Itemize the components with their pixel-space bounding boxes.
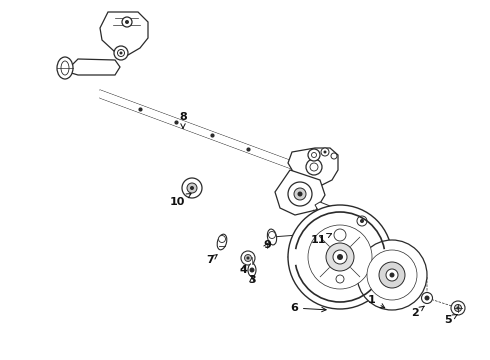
Text: 3: 3 [248, 275, 256, 285]
Circle shape [337, 254, 343, 260]
Circle shape [190, 186, 194, 190]
Bar [332, 252, 348, 262]
Circle shape [241, 251, 255, 265]
Text: 1: 1 [368, 295, 385, 308]
Circle shape [308, 149, 320, 161]
Text: 5: 5 [444, 314, 457, 325]
Ellipse shape [57, 57, 73, 79]
Ellipse shape [268, 229, 277, 245]
Polygon shape [315, 202, 362, 224]
Circle shape [457, 306, 460, 310]
Circle shape [114, 46, 128, 60]
Text: 9: 9 [263, 240, 271, 250]
Circle shape [455, 305, 462, 311]
Circle shape [187, 183, 197, 193]
Ellipse shape [61, 61, 69, 75]
Ellipse shape [248, 264, 256, 276]
Circle shape [331, 153, 337, 159]
Circle shape [357, 240, 427, 310]
Circle shape [321, 148, 329, 156]
Circle shape [125, 20, 129, 24]
Text: 2: 2 [411, 306, 424, 318]
Text: 11: 11 [310, 234, 332, 245]
Polygon shape [100, 90, 300, 172]
Circle shape [312, 153, 317, 158]
Circle shape [421, 292, 433, 303]
Circle shape [357, 216, 367, 226]
Text: 4: 4 [239, 265, 247, 275]
Polygon shape [288, 148, 338, 185]
Circle shape [390, 273, 394, 278]
Circle shape [451, 301, 465, 315]
Circle shape [294, 188, 306, 200]
Polygon shape [313, 210, 338, 232]
Circle shape [245, 255, 251, 261]
Circle shape [120, 51, 122, 54]
Circle shape [308, 225, 372, 289]
Circle shape [182, 178, 202, 198]
Circle shape [297, 192, 302, 197]
Circle shape [379, 262, 405, 288]
Circle shape [326, 243, 354, 271]
Circle shape [310, 163, 318, 171]
Circle shape [424, 296, 430, 301]
Circle shape [360, 219, 364, 223]
Ellipse shape [217, 234, 227, 250]
Circle shape [334, 229, 346, 241]
Circle shape [118, 49, 124, 57]
Polygon shape [68, 59, 120, 75]
Text: 7: 7 [206, 255, 217, 265]
Circle shape [336, 275, 344, 283]
Circle shape [288, 205, 392, 309]
Circle shape [386, 269, 398, 281]
Polygon shape [275, 170, 325, 215]
Circle shape [269, 231, 275, 239]
Text: 8: 8 [179, 112, 187, 128]
Circle shape [122, 17, 132, 27]
Polygon shape [100, 12, 148, 55]
Text: 10: 10 [170, 194, 191, 207]
Circle shape [333, 250, 347, 264]
Circle shape [246, 256, 249, 260]
Circle shape [219, 235, 225, 243]
Text: 6: 6 [290, 303, 326, 313]
Circle shape [249, 267, 254, 273]
Circle shape [323, 150, 326, 153]
Circle shape [306, 159, 322, 175]
Circle shape [288, 182, 312, 206]
Circle shape [367, 250, 417, 300]
